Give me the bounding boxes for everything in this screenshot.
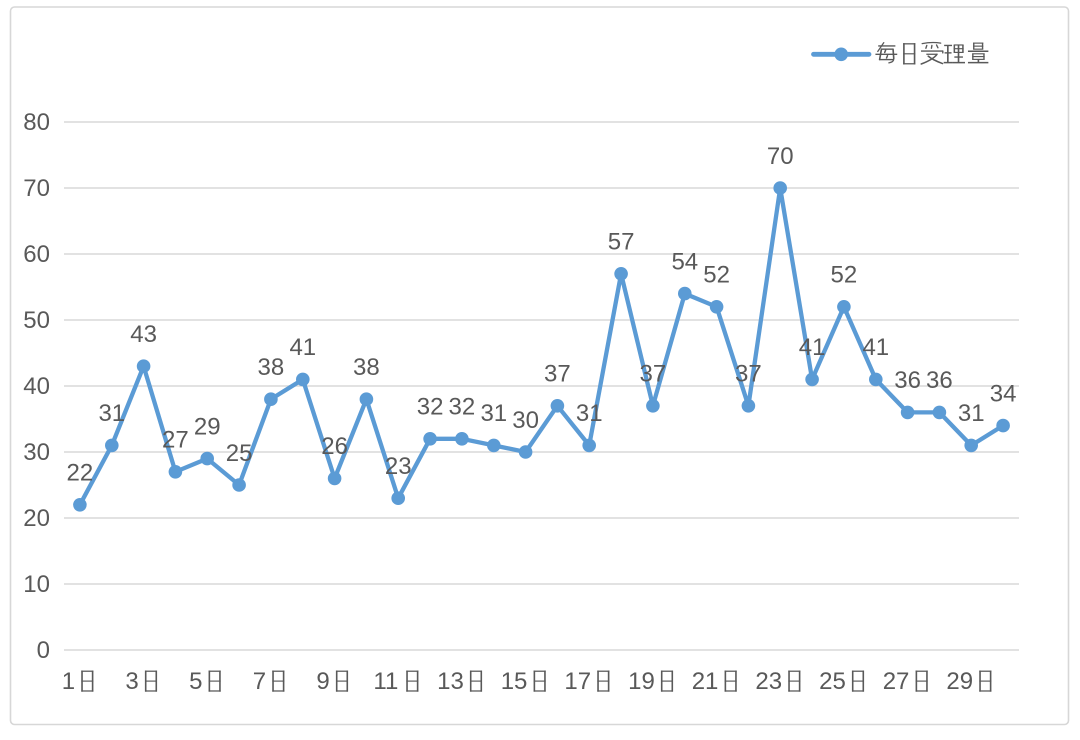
svg-text:30: 30 (23, 439, 50, 466)
svg-text:20: 20 (23, 505, 50, 532)
svg-text:27: 27 (162, 427, 189, 454)
svg-text:7: 7 (253, 668, 266, 695)
svg-text:37: 37 (640, 361, 667, 388)
svg-text:19: 19 (628, 668, 655, 695)
svg-text:70: 70 (23, 175, 50, 202)
svg-text:22: 22 (67, 460, 94, 487)
svg-text:38: 38 (258, 354, 285, 381)
svg-text:23: 23 (755, 668, 782, 695)
svg-text:10: 10 (23, 571, 50, 598)
svg-text:52: 52 (703, 262, 730, 289)
svg-text:9: 9 (316, 668, 329, 695)
svg-text:15: 15 (501, 668, 528, 695)
svg-text:0: 0 (37, 637, 50, 664)
svg-text:30: 30 (512, 407, 539, 434)
svg-text:37: 37 (735, 361, 762, 388)
svg-text:80: 80 (23, 109, 50, 136)
svg-text:31: 31 (98, 400, 125, 427)
svg-text:32: 32 (417, 394, 444, 421)
svg-text:43: 43 (130, 321, 157, 348)
svg-text:13: 13 (437, 668, 464, 695)
svg-text:29: 29 (946, 668, 973, 695)
svg-text:3: 3 (125, 668, 138, 695)
svg-text:50: 50 (23, 307, 50, 334)
svg-text:37: 37 (544, 361, 571, 388)
svg-text:31: 31 (958, 400, 985, 427)
svg-text:1: 1 (62, 668, 75, 695)
svg-text:31: 31 (576, 400, 603, 427)
svg-text:34: 34 (990, 380, 1017, 407)
svg-text:26: 26 (321, 433, 348, 460)
svg-text:41: 41 (799, 334, 826, 361)
svg-text:36: 36 (926, 367, 953, 394)
svg-text:54: 54 (671, 248, 698, 275)
svg-text:41: 41 (862, 334, 889, 361)
svg-text:17: 17 (564, 668, 591, 695)
svg-text:29: 29 (194, 413, 221, 440)
svg-text:60: 60 (23, 241, 50, 268)
svg-text:32: 32 (449, 394, 476, 421)
svg-text:41: 41 (289, 334, 316, 361)
svg-text:70: 70 (767, 143, 794, 170)
svg-text:5: 5 (189, 668, 202, 695)
svg-text:23: 23 (385, 453, 412, 480)
svg-text:27: 27 (883, 668, 910, 695)
svg-text:31: 31 (480, 400, 507, 427)
svg-text:57: 57 (608, 229, 635, 256)
svg-text:25: 25 (819, 668, 846, 695)
svg-text:38: 38 (353, 354, 380, 381)
svg-text:25: 25 (226, 440, 253, 467)
svg-text:21: 21 (692, 668, 719, 695)
svg-text:11: 11 (373, 668, 398, 695)
svg-text:36: 36 (894, 367, 921, 394)
svg-text:40: 40 (23, 373, 50, 400)
svg-text:52: 52 (831, 262, 858, 289)
